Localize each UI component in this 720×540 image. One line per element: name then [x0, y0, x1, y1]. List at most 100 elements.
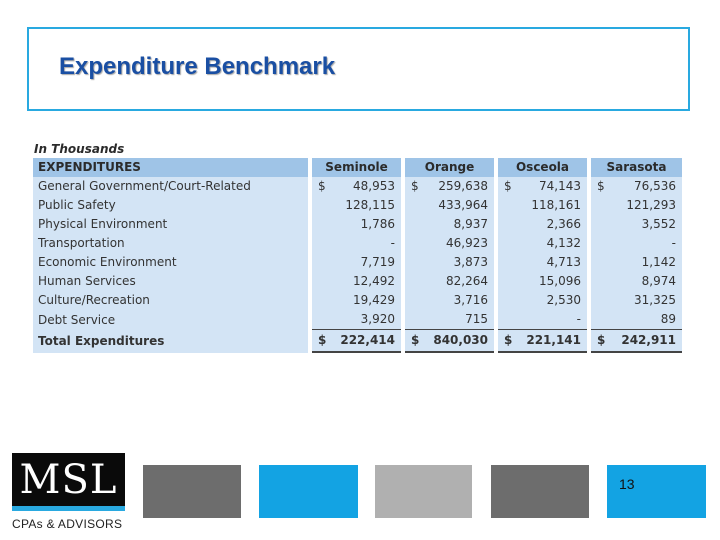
cell-value: 8,937: [453, 217, 488, 231]
cell-value: 12,492: [353, 274, 395, 288]
value-cell: 433,964: [401, 196, 496, 215]
cell-value: 3,920: [360, 312, 395, 326]
value-cell: 7,719: [308, 253, 403, 272]
cell-value: 840,030: [433, 333, 488, 347]
cell-value: -: [576, 312, 581, 326]
value-cell: $242,911: [587, 330, 682, 353]
title-box: Expenditure Benchmark: [27, 27, 690, 111]
row-label: Physical Environment: [33, 215, 310, 234]
value-cell: -: [494, 310, 589, 330]
value-cell: 3,920: [308, 310, 403, 330]
currency-symbol: $: [411, 333, 420, 347]
value-cell: 4,132: [494, 234, 589, 253]
total-row: Total Expenditures $222,414 $840,030 $221,1…: [33, 330, 682, 353]
cell-value: 74,143: [539, 179, 581, 193]
value-cell: -: [587, 234, 682, 253]
value-cell: -: [308, 234, 403, 253]
value-cell: $48,953: [308, 177, 403, 196]
cell-value: 76,536: [634, 179, 676, 193]
value-cell: 89: [587, 310, 682, 330]
cell-value: 2,366: [546, 217, 581, 231]
decorative-block: [143, 465, 241, 518]
currency-symbol: $: [597, 333, 606, 347]
header-county: Osceola: [494, 158, 589, 177]
table-row: Physical Environment 1,786 8,937 2,366 3,552: [33, 215, 682, 234]
value-cell: 8,937: [401, 215, 496, 234]
cell-value: 3,552: [641, 217, 676, 231]
currency-symbol: $: [411, 179, 419, 193]
table-row: Transportation - 46,923 4,132 -: [33, 234, 682, 253]
cell-value: 4,132: [546, 236, 581, 250]
table-row: Debt Service 3,920 715 - 89: [33, 310, 682, 330]
decorative-block: [375, 465, 472, 518]
table-header-row: EXPENDITURES Seminole Orange Osceola Sar…: [33, 158, 682, 177]
table-caption: In Thousands: [34, 142, 125, 156]
cell-value: 128,115: [345, 198, 395, 212]
cell-value: 259,638: [438, 179, 488, 193]
value-cell: 12,492: [308, 272, 403, 291]
decorative-block: [491, 465, 589, 518]
value-cell: 15,096: [494, 272, 589, 291]
expenditure-table: EXPENDITURES Seminole Orange Osceola Sar…: [33, 158, 682, 353]
value-cell: 4,713: [494, 253, 589, 272]
logo-tagline: CPAs & ADVISORS: [12, 517, 123, 531]
table-row: Human Services 12,492 82,264 15,096 8,974: [33, 272, 682, 291]
value-cell: 1,142: [587, 253, 682, 272]
currency-symbol: $: [504, 333, 513, 347]
value-cell: 3,716: [401, 291, 496, 310]
value-cell: $222,414: [308, 330, 403, 353]
header-expenditures: EXPENDITURES: [33, 158, 310, 177]
value-cell: $259,638: [401, 177, 496, 196]
cell-value: 3,873: [453, 255, 488, 269]
cell-value: 715: [465, 312, 488, 326]
row-label: Culture/Recreation: [33, 291, 310, 310]
cell-value: 19,429: [353, 293, 395, 307]
header-county: Orange: [401, 158, 496, 177]
cell-value: 1,142: [641, 255, 676, 269]
row-label: Debt Service: [33, 310, 310, 330]
table-row: Public Safety 128,115 433,964 118,161 121,29…: [33, 196, 682, 215]
value-cell: 3,552: [587, 215, 682, 234]
currency-symbol: $: [504, 179, 512, 193]
row-label: Public Safety: [33, 196, 310, 215]
value-cell: 121,293: [587, 196, 682, 215]
value-cell: 2,366: [494, 215, 589, 234]
table-row: General Government/Court-Related $48,953 $…: [33, 177, 682, 196]
cell-value: 89: [660, 312, 676, 326]
value-cell: 2,530: [494, 291, 589, 310]
cell-value: 7,719: [360, 255, 395, 269]
cell-value: 3,716: [453, 293, 488, 307]
row-label: Economic Environment: [33, 253, 310, 272]
cell-value: 242,911: [621, 333, 676, 347]
cell-value: 1,786: [360, 217, 395, 231]
value-cell: 118,161: [494, 196, 589, 215]
cell-value: 15,096: [539, 274, 581, 288]
value-cell: 19,429: [308, 291, 403, 310]
value-cell: 82,264: [401, 272, 496, 291]
value-cell: 8,974: [587, 272, 682, 291]
cell-value: 222,414: [340, 333, 395, 347]
value-cell: 3,873: [401, 253, 496, 272]
row-label: Human Services: [33, 272, 310, 291]
value-cell: 128,115: [308, 196, 403, 215]
row-label: Transportation: [33, 234, 310, 253]
cell-value: 2,530: [546, 293, 581, 307]
cell-value: 221,141: [526, 333, 581, 347]
value-cell: $840,030: [401, 330, 496, 353]
value-cell: 715: [401, 310, 496, 330]
value-cell: 46,923: [401, 234, 496, 253]
currency-symbol: $: [597, 179, 605, 193]
row-label: Total Expenditures: [33, 330, 310, 353]
cell-value: 4,713: [546, 255, 581, 269]
value-cell: 31,325: [587, 291, 682, 310]
value-cell: $221,141: [494, 330, 589, 353]
cell-value: 121,293: [626, 198, 676, 212]
cell-value: 433,964: [438, 198, 488, 212]
decorative-block: [259, 465, 358, 518]
value-cell: $74,143: [494, 177, 589, 196]
cell-value: 118,161: [531, 198, 581, 212]
cell-value: -: [671, 236, 676, 250]
page-number: 13: [619, 476, 635, 492]
cell-value: 46,923: [446, 236, 488, 250]
currency-symbol: $: [318, 333, 327, 347]
